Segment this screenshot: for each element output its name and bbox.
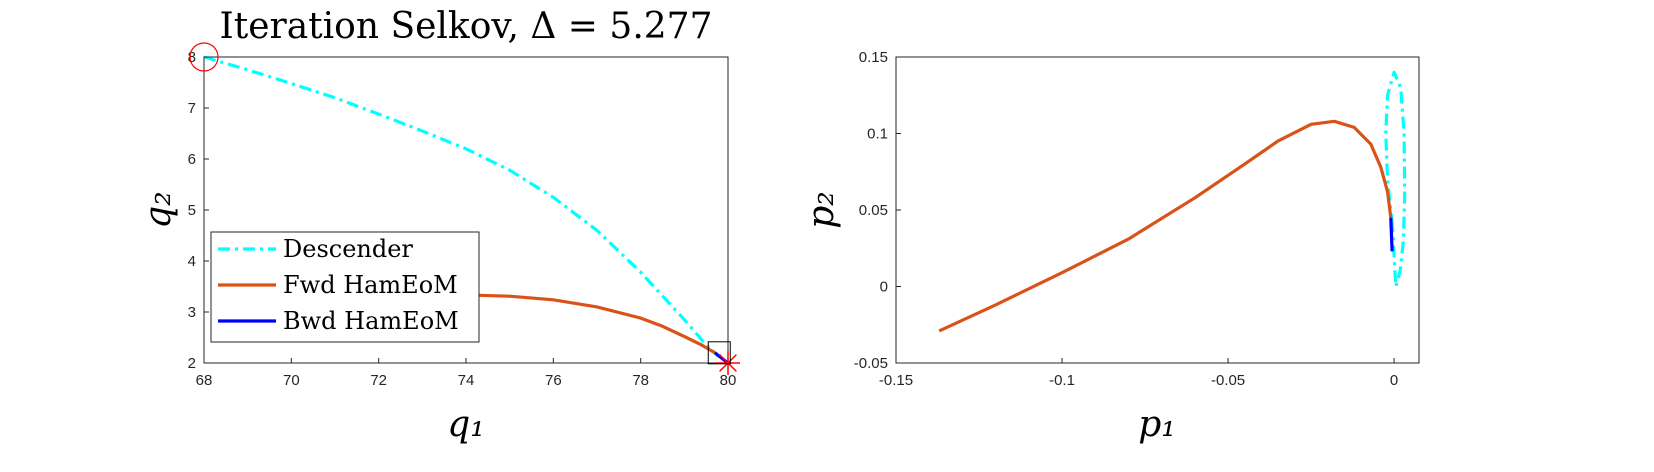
series-line-descender (203, 55, 721, 359)
x-tick-label: -0.15 (879, 372, 913, 389)
y-tick-label: 5 (188, 202, 196, 219)
x-tick-label: 70 (283, 372, 300, 389)
y-tick-label: 8 (188, 49, 196, 66)
left-markers (189, 42, 740, 375)
right-axes-box (895, 56, 1420, 364)
x-tick-label: 72 (370, 372, 387, 389)
y-tick-label: 0 (880, 279, 888, 296)
x-tick-label: -0.05 (1211, 372, 1245, 389)
series-line-descender (1384, 70, 1407, 289)
y-tick-label: 2 (188, 355, 196, 372)
x-axis-label: p₁ (1138, 404, 1175, 445)
series-line-fwd-hameom (474, 293, 716, 355)
x-tick-label: 74 (458, 372, 475, 389)
legend-label: Fwd HamEoM (283, 271, 458, 299)
marker-box (707, 341, 731, 365)
legend-items: Descender Fwd HamEoM Bwd HamEoM (218, 235, 459, 335)
legend-label: Bwd HamEoM (283, 307, 459, 335)
y-tick-label: 3 (188, 304, 196, 321)
y-axis-label: q₂ (138, 191, 179, 228)
right-marks (938, 70, 1407, 333)
x-tick-label: 68 (196, 372, 213, 389)
marker-start-circle (189, 42, 219, 72)
legend: Descender Fwd HamEoM Bwd HamEoM (210, 231, 480, 343)
series-line-bwd-hameom (1389, 217, 1394, 252)
x-tick-label: 0 (1390, 372, 1398, 389)
y-tick-label: 6 (188, 151, 196, 168)
right-ticks: -0.15 -0.1 -0.05 0 -0.05 0 0.05 0.1 0.15 (854, 49, 1398, 389)
series-line-fwd-hameom (938, 119, 1393, 333)
y-tick-label: 0.15 (859, 49, 888, 66)
right-plot: -0.15 -0.1 -0.05 0 -0.05 0 0.05 0.1 0.15 p₁ p₂ (801, 49, 1420, 445)
chart-title: Iteration Selkov, Δ = 5.277 (220, 6, 713, 47)
x-tick-label: -0.1 (1049, 372, 1075, 389)
y-axis-label: p₂ (801, 191, 842, 228)
legend-label: Descender (283, 235, 413, 263)
x-tick-label: 78 (632, 372, 649, 389)
x-tick-label: 76 (545, 372, 562, 389)
y-tick-label: 4 (188, 253, 196, 270)
legend-box (210, 231, 480, 343)
x-axis-label: q₁ (447, 404, 484, 445)
y-tick-label: -0.05 (854, 355, 888, 372)
y-tick-label: 0.05 (859, 202, 888, 219)
y-tick-label: 7 (188, 100, 196, 117)
x-tick-label: 80 (720, 372, 737, 389)
left-plot: Iteration Selkov, Δ = 5.277 68 70 72 74 76 78… (138, 6, 740, 445)
y-tick-label: 0.1 (867, 126, 888, 143)
marker-end-star (716, 351, 740, 375)
